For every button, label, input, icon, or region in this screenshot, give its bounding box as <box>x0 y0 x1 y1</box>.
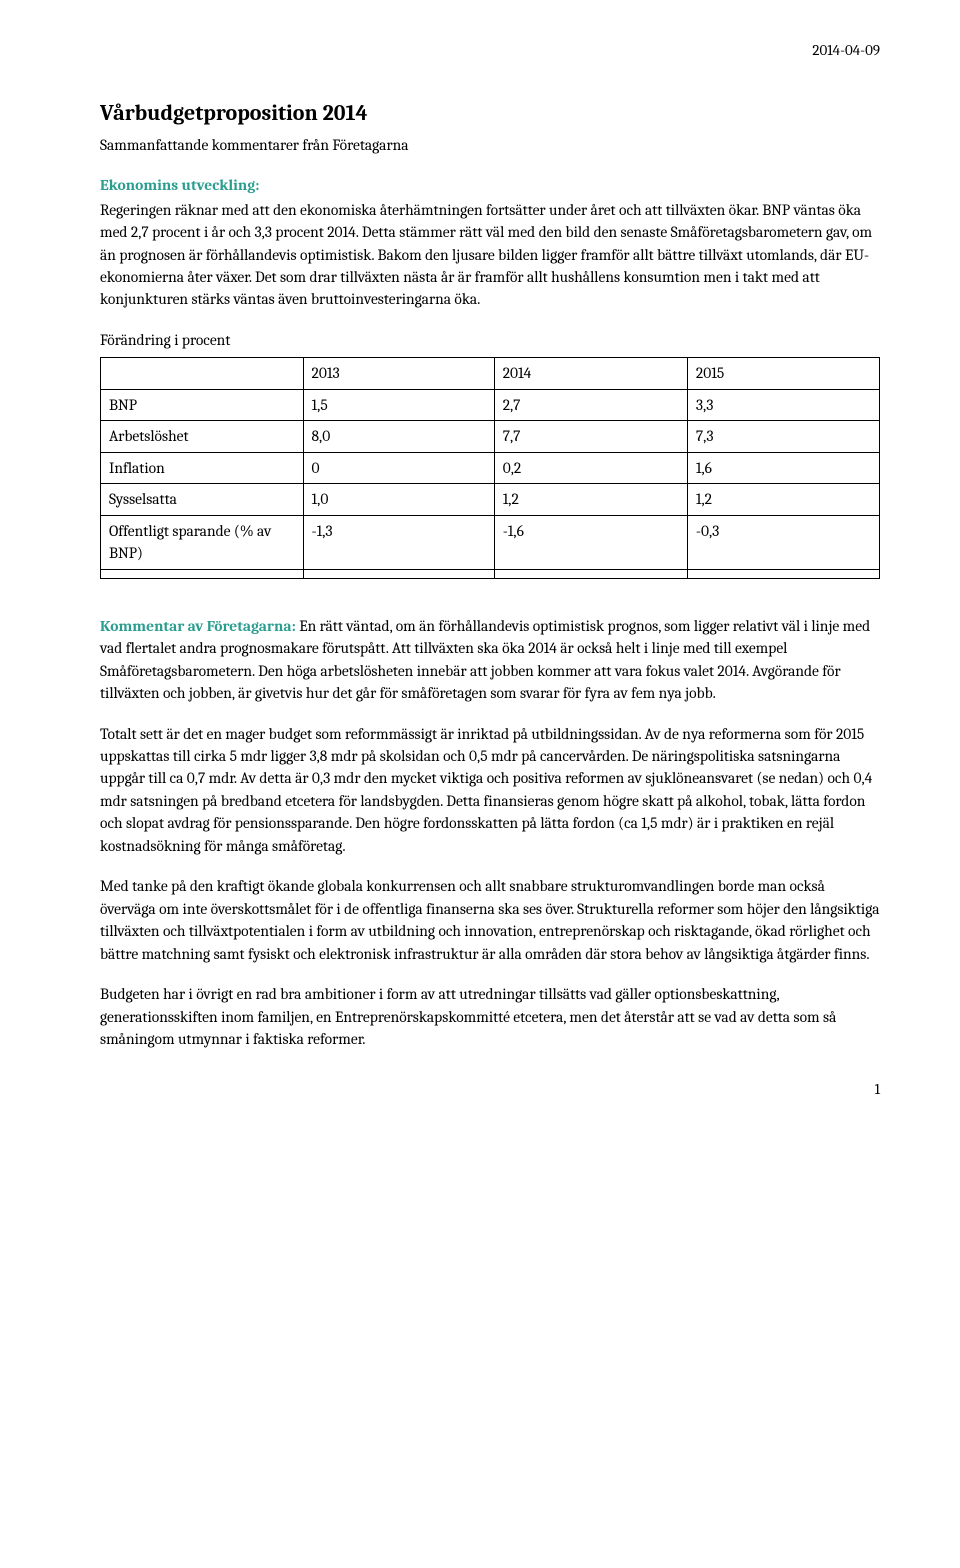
table-row: Inflation 0 0,2 1,6 <box>101 452 880 483</box>
table-row: Sysselsatta 1,0 1,2 1,2 <box>101 484 880 515</box>
table-cell: 0 <box>303 452 494 483</box>
table-cell: 0,2 <box>494 452 687 483</box>
page-number: 1 <box>100 1079 880 1101</box>
table-cell: -1,6 <box>494 515 687 569</box>
table-cell <box>101 569 304 578</box>
table-cell: 1,5 <box>303 389 494 420</box>
table-cell: Arbetslöshet <box>101 421 304 452</box>
commentary-label: Kommentar av Företagarna: <box>100 617 296 635</box>
table-cell: 1,6 <box>687 452 879 483</box>
table-cell: BNP <box>101 389 304 420</box>
table-cell <box>687 569 879 578</box>
table-cell: 8,0 <box>303 421 494 452</box>
table-cell: 2,7 <box>494 389 687 420</box>
table-row: BNP 1,5 2,7 3,3 <box>101 389 880 420</box>
table-header-cell: 2013 <box>303 358 494 389</box>
table-cell: Inflation <box>101 452 304 483</box>
intro-paragraph: Regeringen räknar med att den ekonomiska… <box>100 199 880 311</box>
page-title: Vårbudgetproposition 2014 <box>100 98 880 130</box>
table-cell: 1,2 <box>494 484 687 515</box>
table-cell: Sysselsatta <box>101 484 304 515</box>
commentary-paragraph-1: Kommentar av Företagarna: En rätt väntad… <box>100 615 880 705</box>
data-table: 2013 2014 2015 BNP 1,5 2,7 3,3 Arbetslös… <box>100 357 880 578</box>
table-cell: -0,3 <box>687 515 879 569</box>
table-caption: Förändring i procent <box>100 329 880 351</box>
body-paragraph-3: Med tanke på den kraftigt ökande globala… <box>100 875 880 965</box>
table-row <box>101 569 880 578</box>
table-cell: 1,2 <box>687 484 879 515</box>
table-row: Offentligt sparande (% av BNP) -1,3 -1,6… <box>101 515 880 569</box>
table-cell: 3,3 <box>687 389 879 420</box>
table-header-cell <box>101 358 304 389</box>
document-date: 2014-04-09 <box>100 40 880 62</box>
table-cell <box>494 569 687 578</box>
section-heading: Ekonomins utveckling: <box>100 174 880 196</box>
table-header-cell: 2015 <box>687 358 879 389</box>
table-cell: Offentligt sparande (% av BNP) <box>101 515 304 569</box>
body-paragraph-2: Totalt sett är det en mager budget som r… <box>100 723 880 858</box>
table-row: Arbetslöshet 8,0 7,7 7,3 <box>101 421 880 452</box>
subtitle: Sammanfattande kommentarer från Företaga… <box>100 134 880 156</box>
body-paragraph-4: Budgeten har i övrigt en rad bra ambitio… <box>100 983 880 1050</box>
table-cell: -1,3 <box>303 515 494 569</box>
table-cell: 7,3 <box>687 421 879 452</box>
table-cell: 7,7 <box>494 421 687 452</box>
table-header-cell: 2014 <box>494 358 687 389</box>
table-cell: 1,0 <box>303 484 494 515</box>
table-header-row: 2013 2014 2015 <box>101 358 880 389</box>
table-cell <box>303 569 494 578</box>
